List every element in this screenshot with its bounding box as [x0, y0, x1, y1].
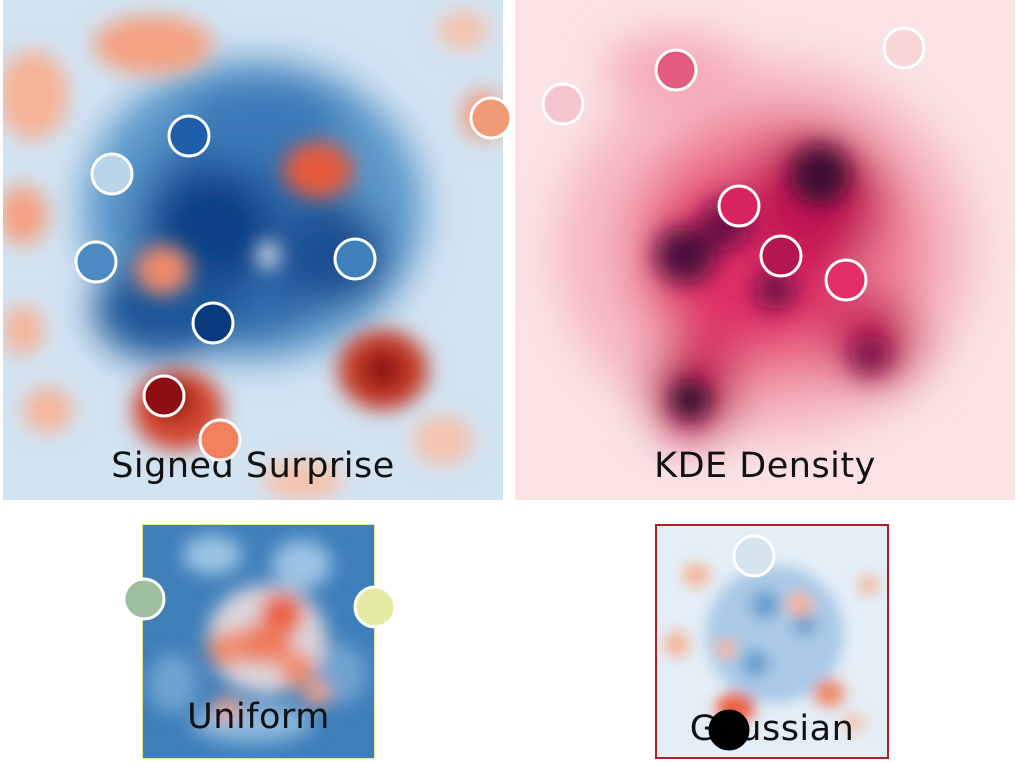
kde-marker[interactable] [759, 234, 803, 278]
uniform-label: Uniform [187, 697, 330, 737]
surprise-marker[interactable] [333, 237, 377, 281]
kde-marker[interactable] [654, 48, 698, 92]
surprise-marker[interactable] [74, 240, 118, 284]
uniform-heatmap [143, 525, 374, 758]
kde-marker[interactable] [824, 258, 868, 302]
signed-surprise-label: Signed Surprise [111, 446, 395, 486]
uniform-marker[interactable] [122, 577, 166, 621]
surprise-marker[interactable] [198, 418, 242, 462]
surprise-marker[interactable] [90, 152, 134, 196]
gaussian-marker[interactable] [732, 534, 776, 578]
kde-marker[interactable] [541, 82, 585, 126]
gaussian-label: Gaussian [689, 709, 855, 749]
signed-surprise-heatmap [3, 0, 503, 500]
surprise-marker[interactable] [191, 301, 235, 345]
surprise-marker[interactable] [167, 114, 211, 158]
kde-marker[interactable] [717, 184, 761, 228]
surprise-marker[interactable] [469, 96, 513, 140]
uniform-map [142, 524, 375, 759]
kde-marker[interactable] [882, 26, 926, 70]
signed-surprise-map [3, 0, 503, 500]
gaussian-marker[interactable] [708, 709, 750, 751]
surprise-marker[interactable] [142, 374, 186, 418]
uniform-marker[interactable] [353, 585, 397, 629]
kde-density-label: KDE Density [654, 446, 876, 486]
